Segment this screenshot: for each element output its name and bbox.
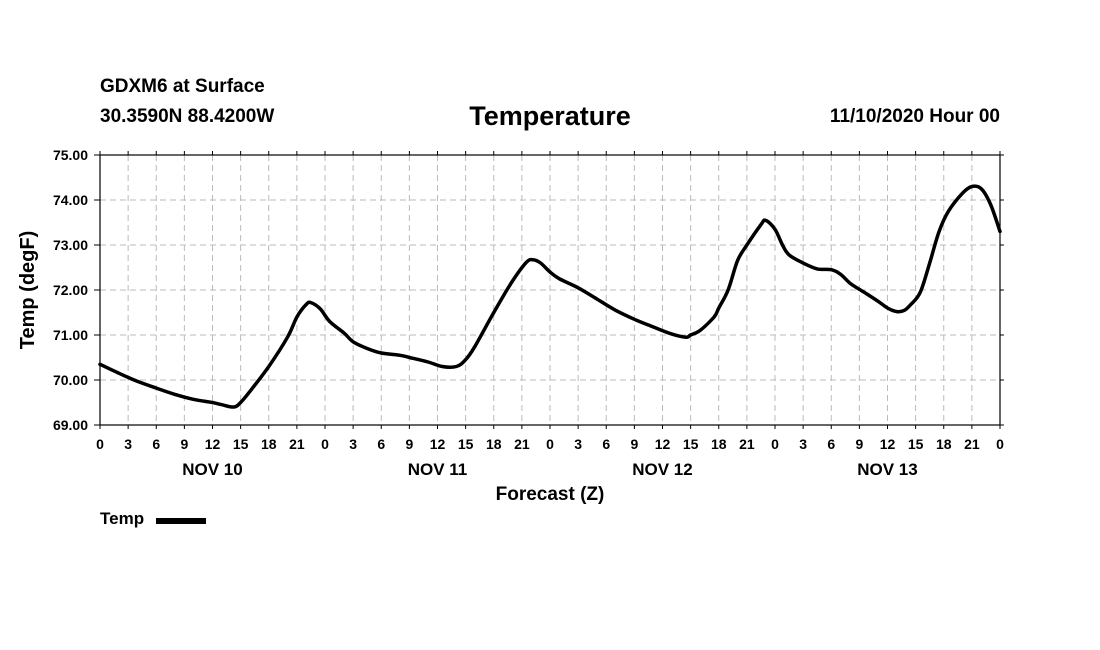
y-tick-label: 74.00 (53, 192, 88, 208)
x-tick-label: 9 (855, 436, 863, 452)
coordinates-label: 30.3590N 88.4200W (100, 106, 275, 127)
x-tick-label: 0 (96, 436, 104, 452)
x-tick-label: 3 (124, 436, 132, 452)
x-tick-label: 12 (430, 436, 446, 452)
day-label: NOV 13 (857, 460, 917, 479)
x-tick-label: 18 (261, 436, 277, 452)
x-tick-label: 0 (321, 436, 329, 452)
station-label: GDXM6 at Surface (100, 76, 265, 97)
x-tick-label: 6 (152, 436, 160, 452)
x-axis-label: Forecast (Z) (496, 484, 605, 505)
chart-title: Temperature (469, 101, 631, 131)
legend: Temp (100, 509, 207, 529)
x-tick-label: 3 (349, 436, 357, 452)
y-tick-label: 73.00 (53, 237, 88, 253)
x-tick-label: 15 (908, 436, 924, 452)
y-tick-label: 70.00 (53, 372, 88, 388)
x-tick-label: 0 (546, 436, 554, 452)
x-tick-label: 6 (602, 436, 610, 452)
x-tick-label: 21 (739, 436, 755, 452)
x-tick-label: 15 (458, 436, 474, 452)
day-label: NOV 11 (408, 460, 468, 479)
x-tick-label: 18 (711, 436, 727, 452)
day-label: NOV 10 (182, 460, 242, 479)
x-tick-label: 9 (405, 436, 413, 452)
y-tick-label: 71.00 (53, 327, 88, 343)
y-tick-label: 69.00 (53, 417, 88, 433)
x-tick-label: 6 (827, 436, 835, 452)
x-tick-label: 3 (799, 436, 807, 452)
forecast-datetime: 11/10/2020 Hour 00 (829, 106, 1000, 127)
day-label: NOV 12 (632, 460, 692, 479)
x-tick-label: 15 (233, 436, 249, 452)
x-tick-label: 12 (655, 436, 671, 452)
x-tick-label: 9 (180, 436, 188, 452)
legend-line-swatch (156, 518, 207, 524)
x-tick-label: 9 (630, 436, 638, 452)
x-tick-label: 18 (486, 436, 502, 452)
x-tick-label: 6 (377, 436, 385, 452)
y-axis-label: Temp (degF) (17, 231, 39, 350)
y-tick-label: 72.00 (53, 282, 88, 298)
x-tick-label: 3 (574, 436, 582, 452)
x-tick-label: 0 (771, 436, 779, 452)
temp-series-line (98, 184, 1002, 409)
x-tick-label: 12 (880, 436, 896, 452)
legend-label: Temp (100, 509, 145, 528)
y-tick-label: 75.00 (53, 147, 88, 163)
x-tick-label: 21 (289, 436, 305, 452)
x-tick-label: 21 (514, 436, 530, 452)
x-tick-label: 18 (936, 436, 952, 452)
x-tick-label: 21 (964, 436, 980, 452)
x-tick-label: 12 (205, 436, 221, 452)
x-tick-label: 0 (996, 436, 1004, 452)
x-tick-label: 15 (683, 436, 699, 452)
